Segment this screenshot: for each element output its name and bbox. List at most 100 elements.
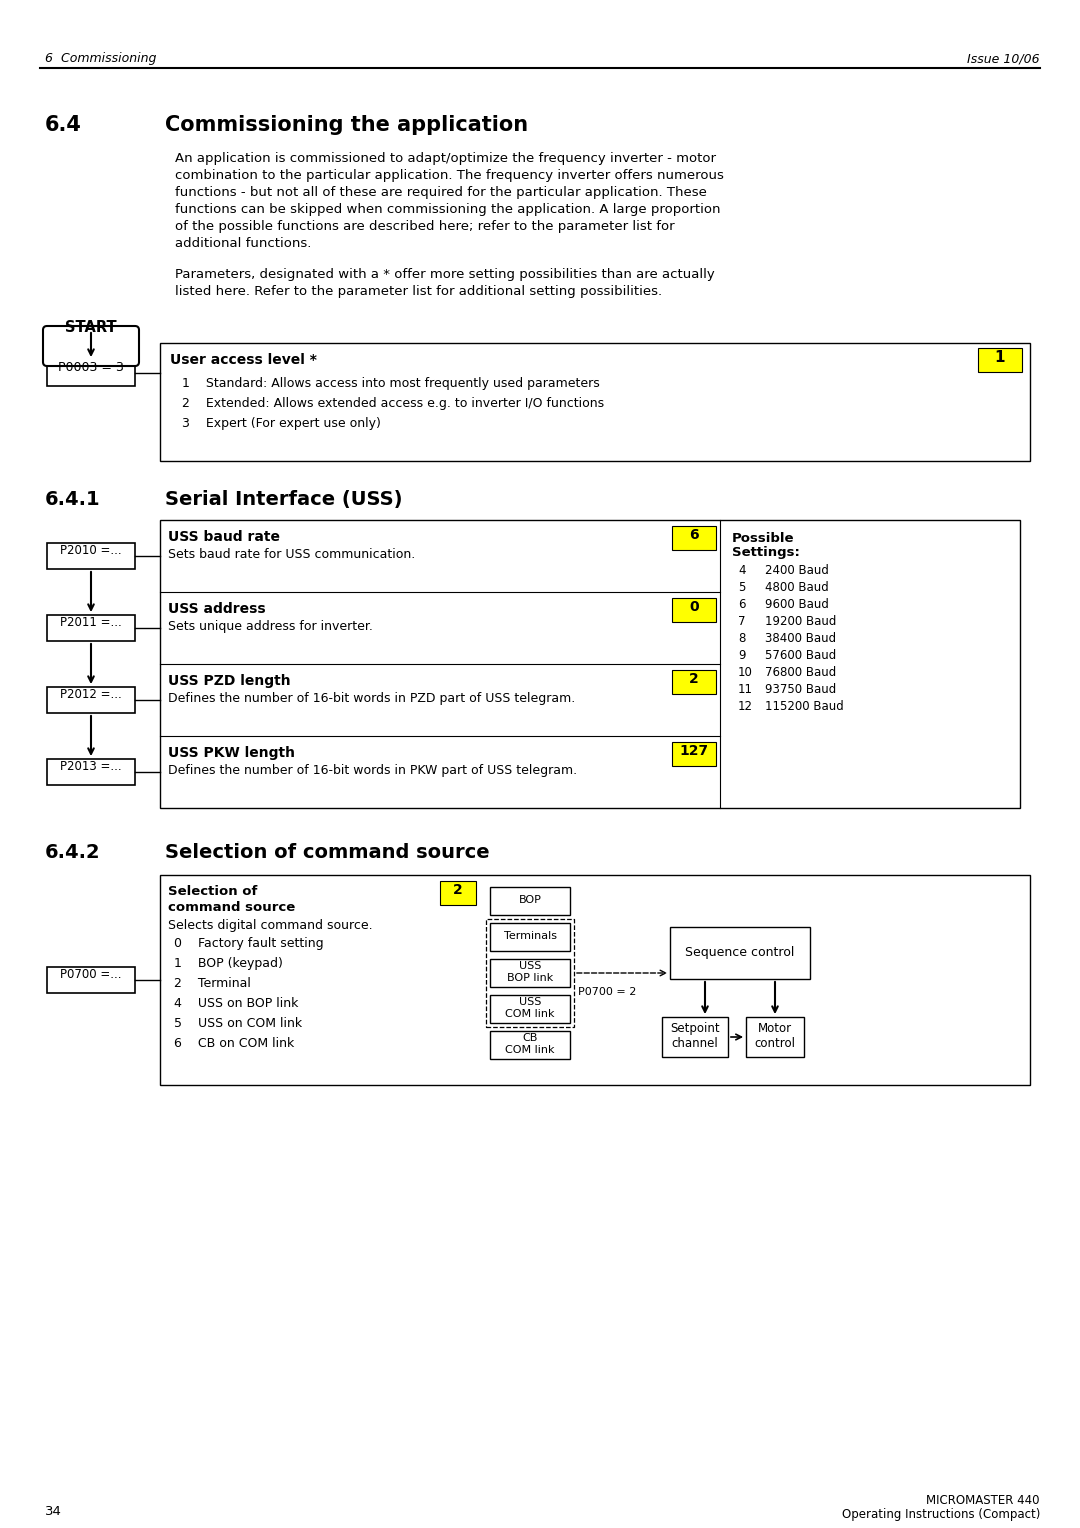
Text: additional functions.: additional functions. — [175, 237, 311, 251]
Bar — [490, 923, 570, 950]
Text: Selection of command source: Selection of command source — [165, 843, 489, 862]
Text: 93750 Baud: 93750 Baud — [765, 683, 836, 695]
Bar — [440, 882, 476, 905]
Text: 0: 0 — [689, 601, 699, 614]
Text: 6: 6 — [689, 529, 699, 542]
Text: 5    USS on COM link: 5 USS on COM link — [174, 1018, 302, 1030]
Bar — [490, 995, 570, 1024]
Bar — [672, 669, 716, 694]
Bar — [486, 918, 573, 1027]
Text: USS
COM link: USS COM link — [505, 998, 555, 1019]
Text: 1    Standard: Allows access into most frequently used parameters: 1 Standard: Allows access into most freq… — [183, 377, 599, 390]
Text: Motor
control: Motor control — [755, 1022, 796, 1050]
Bar — [48, 688, 135, 714]
Text: 6.4.1: 6.4.1 — [45, 490, 100, 509]
Text: Parameters, designated with a * offer more setting possibilities than are actual: Parameters, designated with a * offer mo… — [175, 267, 715, 281]
Text: 76800 Baud: 76800 Baud — [765, 666, 836, 678]
Text: CB
COM link: CB COM link — [505, 1033, 555, 1054]
Text: 4800 Baud: 4800 Baud — [765, 581, 828, 594]
Text: combination to the particular application. The frequency inverter offers numerou: combination to the particular applicatio… — [175, 170, 724, 182]
Text: Operating Instructions (Compact): Operating Instructions (Compact) — [841, 1508, 1040, 1520]
Text: functions - but not all of these are required for the particular application. Th: functions - but not all of these are req… — [175, 186, 707, 199]
Text: 11: 11 — [738, 683, 753, 695]
Text: Defines the number of 16-bit words in PKW part of USS telegram.: Defines the number of 16-bit words in PK… — [168, 764, 577, 778]
Text: functions can be skipped when commissioning the application. A large proportion: functions can be skipped when commission… — [175, 203, 720, 215]
Text: USS
BOP link: USS BOP link — [507, 961, 553, 983]
Text: P2012 =...: P2012 =... — [60, 688, 122, 701]
Bar — [490, 886, 570, 915]
Text: 6.4: 6.4 — [45, 115, 82, 134]
Text: 3    Expert (For expert use only): 3 Expert (For expert use only) — [183, 417, 381, 429]
Bar — [670, 927, 810, 979]
Text: Commissioning the application: Commissioning the application — [165, 115, 528, 134]
Text: P0700 =...: P0700 =... — [60, 969, 122, 981]
Bar — [48, 759, 135, 785]
Text: 38400 Baud: 38400 Baud — [765, 633, 836, 645]
Text: USS PZD length: USS PZD length — [168, 674, 291, 688]
Text: USS baud rate: USS baud rate — [168, 530, 280, 544]
Text: Possible: Possible — [732, 532, 795, 545]
Text: START: START — [65, 319, 117, 335]
Text: 34: 34 — [45, 1505, 62, 1517]
Bar — [672, 597, 716, 622]
Text: 12: 12 — [738, 700, 753, 714]
Bar — [48, 542, 135, 568]
Text: 8: 8 — [738, 633, 745, 645]
Bar — [672, 743, 716, 766]
Text: 9: 9 — [738, 649, 745, 662]
Text: 2: 2 — [454, 883, 463, 897]
Bar — [160, 342, 1030, 461]
Text: 6.4.2: 6.4.2 — [45, 843, 100, 862]
Text: Issue 10/06: Issue 10/06 — [968, 52, 1040, 66]
Text: 6: 6 — [738, 597, 745, 611]
Text: 2400 Baud: 2400 Baud — [765, 564, 828, 578]
FancyBboxPatch shape — [43, 325, 139, 367]
Text: Terminals: Terminals — [503, 931, 556, 941]
Text: USS address: USS address — [168, 602, 266, 616]
Text: P2013 =...: P2013 =... — [60, 759, 122, 773]
Text: listed here. Refer to the parameter list for additional setting possibilities.: listed here. Refer to the parameter list… — [175, 286, 662, 298]
Text: 2    Terminal: 2 Terminal — [174, 976, 251, 990]
Text: 2: 2 — [689, 672, 699, 686]
Text: 7: 7 — [738, 614, 745, 628]
Text: 2    Extended: Allows extended access e.g. to inverter I/O functions: 2 Extended: Allows extended access e.g. … — [183, 397, 604, 410]
Text: command source: command source — [168, 902, 295, 914]
Text: P2010 =...: P2010 =... — [60, 544, 122, 558]
Text: BOP: BOP — [518, 895, 541, 905]
Text: Sets unique address for inverter.: Sets unique address for inverter. — [168, 620, 373, 633]
Text: An application is commissioned to adapt/optimize the frequency inverter - motor: An application is commissioned to adapt/… — [175, 151, 716, 165]
Text: 1    BOP (keypad): 1 BOP (keypad) — [174, 957, 283, 970]
Text: 1: 1 — [995, 350, 1005, 365]
Bar — [672, 526, 716, 550]
Text: 10: 10 — [738, 666, 753, 678]
Bar — [746, 1018, 804, 1057]
Text: 0    Factory fault setting: 0 Factory fault setting — [174, 937, 324, 950]
Text: 5: 5 — [738, 581, 745, 594]
Text: Sets baud rate for USS communication.: Sets baud rate for USS communication. — [168, 549, 415, 561]
Text: Sequence control: Sequence control — [686, 946, 795, 958]
Text: Serial Interface (USS): Serial Interface (USS) — [165, 490, 403, 509]
Text: Selection of: Selection of — [168, 885, 257, 898]
Bar — [490, 1031, 570, 1059]
Text: 6  Commissioning: 6 Commissioning — [45, 52, 157, 66]
Text: 9600 Baud: 9600 Baud — [765, 597, 828, 611]
Text: Settings:: Settings: — [732, 545, 800, 559]
Text: USS PKW length: USS PKW length — [168, 746, 295, 759]
Text: P0003 = 3: P0003 = 3 — [58, 361, 124, 374]
Bar — [48, 967, 135, 993]
Text: 4    USS on BOP link: 4 USS on BOP link — [174, 996, 298, 1010]
Text: Setpoint
channel: Setpoint channel — [671, 1022, 719, 1050]
Text: 19200 Baud: 19200 Baud — [765, 614, 836, 628]
Bar — [48, 614, 135, 642]
Text: User access level *: User access level * — [170, 353, 316, 367]
Text: Defines the number of 16-bit words in PZD part of USS telegram.: Defines the number of 16-bit words in PZ… — [168, 692, 576, 704]
Bar — [490, 960, 570, 987]
Text: 57600 Baud: 57600 Baud — [765, 649, 836, 662]
Text: P2011 =...: P2011 =... — [60, 616, 122, 630]
Text: 4: 4 — [738, 564, 745, 578]
Text: 6    CB on COM link: 6 CB on COM link — [174, 1038, 294, 1050]
Bar — [978, 348, 1022, 371]
Bar — [48, 361, 135, 387]
Text: of the possible functions are described here; refer to the parameter list for: of the possible functions are described … — [175, 220, 675, 232]
Text: MICROMASTER 440: MICROMASTER 440 — [927, 1494, 1040, 1507]
